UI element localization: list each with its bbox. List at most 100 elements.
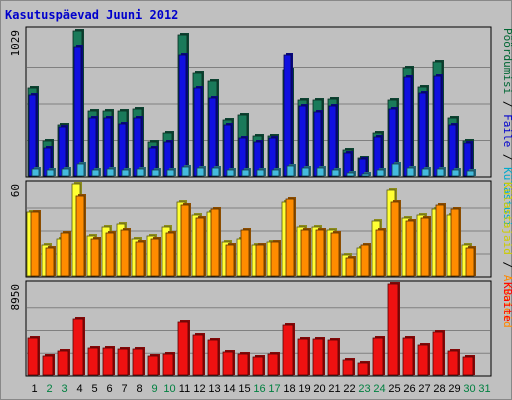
day-10-bars — [162, 352, 175, 376]
bar-kbytes — [162, 352, 175, 376]
bar-hosts — [270, 240, 281, 277]
bar-kbytes — [252, 355, 265, 376]
bar-hosts — [45, 246, 56, 277]
bar-files — [328, 104, 338, 177]
day-24-bars — [372, 131, 386, 177]
day-10-bars — [161, 225, 176, 277]
x-tick-label: 26 — [403, 383, 415, 395]
bar-files — [403, 75, 413, 177]
x-tick-label: 22 — [343, 383, 355, 395]
bar-visits — [196, 166, 206, 177]
day-26-bars — [401, 216, 416, 277]
bar-kbytes — [132, 347, 145, 376]
bar-visits — [436, 167, 446, 177]
day-27-bars — [417, 343, 430, 376]
panel-middle: 60 — [9, 180, 492, 278]
bar-files — [433, 74, 443, 177]
day-25-bars — [387, 98, 401, 177]
panel-top: 1029 — [9, 26, 492, 178]
panel-top-legend: Pöördumisi / Faile / Külastusi — [501, 28, 512, 227]
bar-files — [73, 45, 83, 177]
panel-bottom-legend: KBaite — [501, 282, 512, 322]
bar-hosts — [450, 207, 461, 277]
x-tick-label: 13 — [208, 383, 220, 395]
x-tick-label: 28 — [433, 383, 445, 395]
day-2-bars — [42, 354, 55, 376]
bar-kbytes — [462, 355, 475, 376]
day-13-bars — [207, 338, 220, 376]
bar-kbytes — [327, 338, 340, 376]
bar-visits — [166, 168, 176, 177]
day-5-bars — [87, 109, 101, 177]
x-tick-label: 4 — [76, 383, 82, 395]
bar-visits — [226, 168, 236, 177]
day-19-bars — [297, 337, 310, 376]
bar-kbytes — [357, 361, 370, 376]
day-19-bars — [296, 225, 311, 277]
day-25-bars — [386, 188, 401, 277]
day-21-bars — [327, 97, 341, 177]
day-1-bars — [27, 336, 40, 376]
bar-visits — [301, 166, 311, 177]
day-20-bars — [311, 225, 326, 277]
bar-kbytes — [207, 338, 220, 376]
legend-part: Faile — [501, 114, 512, 147]
bar-hosts — [225, 243, 236, 277]
bar-kbytes — [447, 349, 460, 376]
bar-kbytes — [42, 354, 55, 376]
bar-kbytes — [87, 346, 100, 376]
day-4-bars — [71, 182, 86, 277]
bar-hosts — [90, 237, 101, 277]
bar-visits — [331, 168, 341, 177]
day-8-bars — [132, 107, 146, 177]
bar-visits — [211, 166, 221, 177]
legend-part: / — [501, 255, 512, 275]
bar-visits — [286, 164, 296, 177]
x-tick-label: 14 — [223, 383, 235, 395]
day-13-bars — [206, 207, 221, 277]
day-23-bars — [356, 243, 371, 277]
x-tick-label: 25 — [388, 383, 400, 395]
bar-kbytes — [237, 352, 250, 376]
x-tick-label: 18 — [283, 383, 295, 395]
bar-files — [28, 93, 38, 177]
legend-part: / — [501, 94, 512, 114]
bar-kbytes — [282, 323, 295, 376]
x-tick-label: 12 — [193, 383, 205, 395]
bar-hosts — [405, 219, 416, 277]
day-7-bars — [117, 347, 130, 376]
day-4-bars — [72, 317, 85, 376]
x-tick-label: 3 — [61, 383, 67, 395]
bar-hosts — [150, 237, 161, 277]
bar-hosts — [465, 246, 476, 277]
day-19-bars — [297, 98, 311, 177]
bar-kbytes — [72, 317, 85, 376]
bar-hosts — [315, 228, 326, 277]
bar-files — [193, 86, 203, 177]
bar-visits — [151, 168, 161, 177]
bar-visits — [46, 168, 56, 177]
x-tick-label: 20 — [313, 383, 325, 395]
bar-kbytes — [432, 330, 445, 376]
day-15-bars — [237, 352, 250, 376]
day-2-bars — [42, 139, 56, 177]
bar-kbytes — [297, 337, 310, 376]
bar-visits — [271, 168, 281, 177]
day-27-bars — [416, 213, 431, 277]
day-6-bars — [102, 109, 116, 177]
bar-visits — [61, 167, 71, 177]
bar-hosts — [435, 203, 446, 277]
bar-visits — [346, 171, 356, 177]
day-20-bars — [312, 98, 326, 177]
x-tick-label: 2 — [46, 383, 52, 395]
bar-hosts — [360, 243, 371, 277]
bar-kbytes — [402, 336, 415, 376]
bar-files — [118, 122, 128, 177]
panel-middle-legend: Külastajaid / Arvuteid — [501, 182, 512, 328]
panel-bottom-ymax-label: 8950 — [9, 284, 22, 311]
panel-bottom: 8950 — [9, 280, 492, 377]
day-11-bars — [177, 320, 190, 376]
x-tick-label: 30 — [463, 383, 475, 395]
day-14-bars — [221, 240, 236, 277]
